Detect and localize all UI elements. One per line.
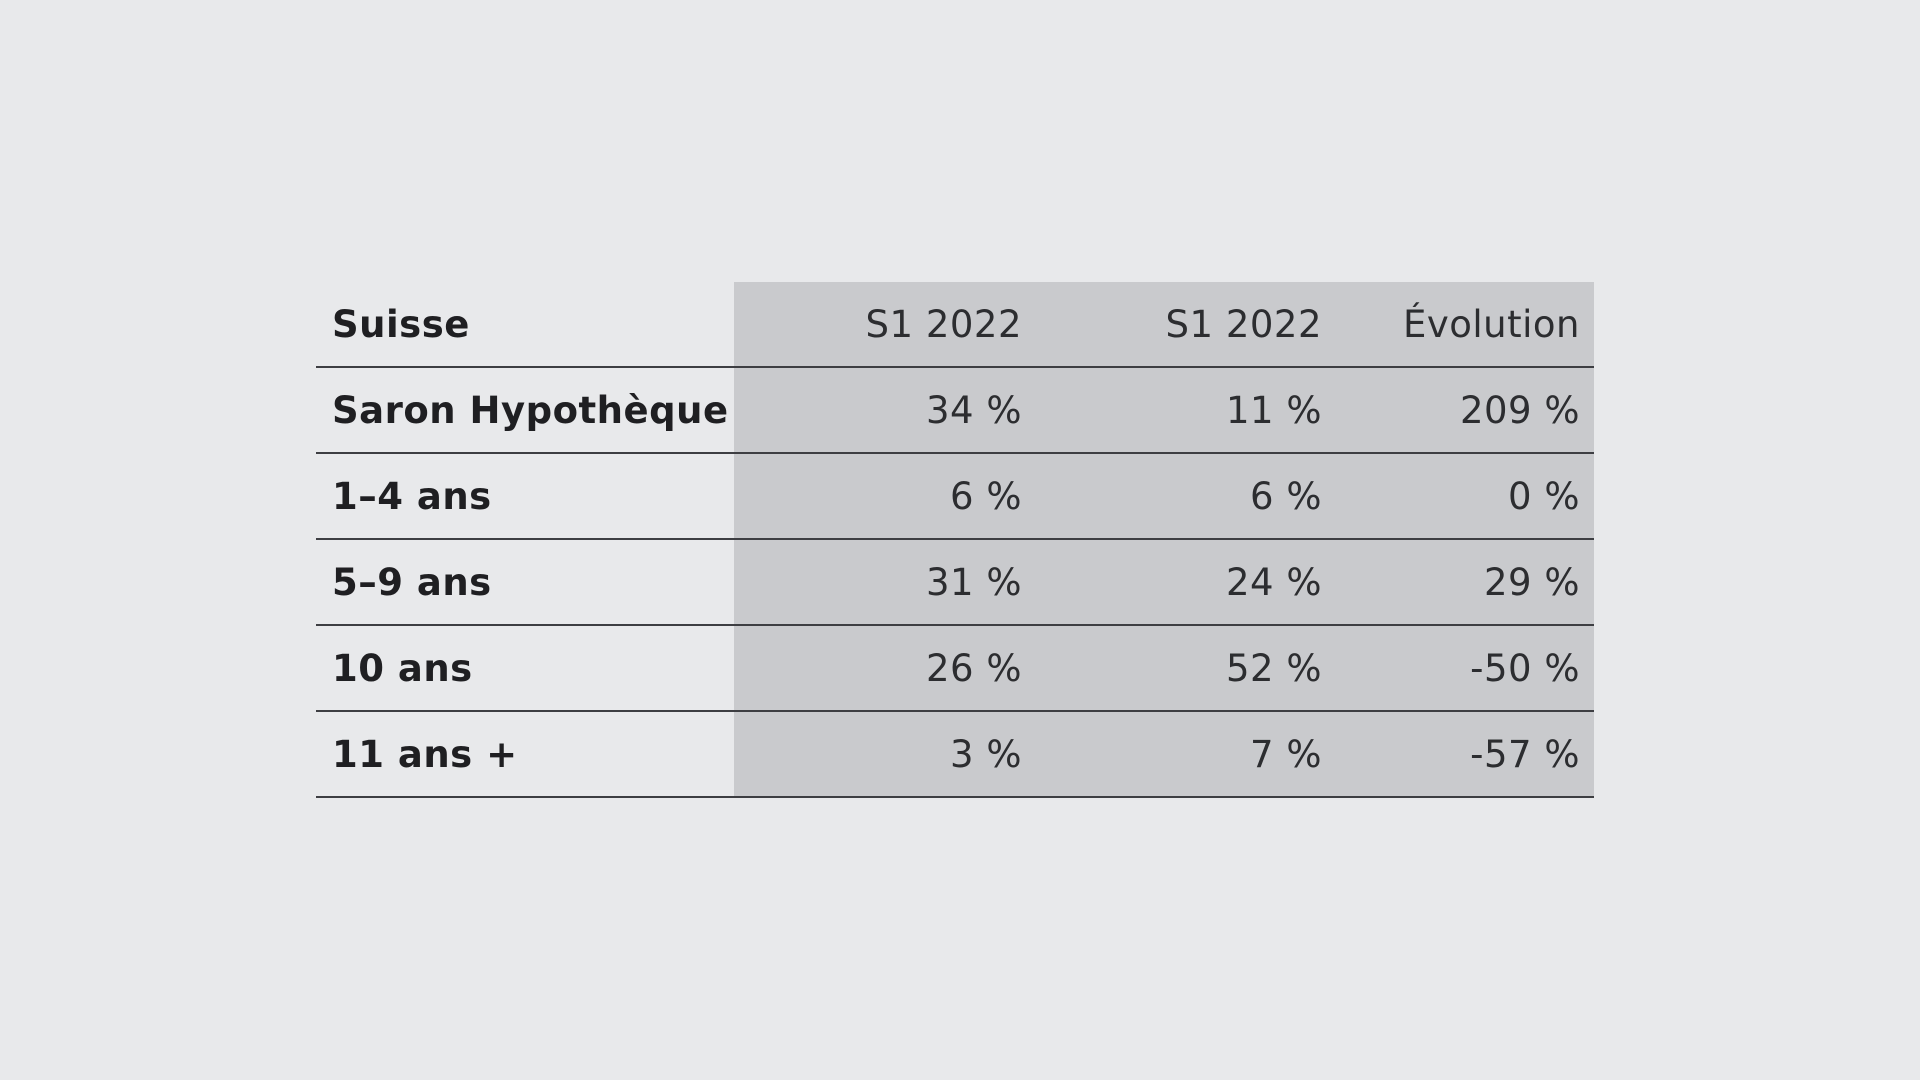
cell-value: 3 % xyxy=(734,711,1036,798)
cell-value: 29 % xyxy=(1336,539,1594,626)
row-label: 10 ans xyxy=(316,625,734,712)
table-row: 11 ans + 3 % 7 % -57 % xyxy=(316,711,1594,798)
cell-value: -50 % xyxy=(1336,625,1594,712)
cell-value: 26 % xyxy=(734,625,1036,712)
cell-value: 0 % xyxy=(1336,453,1594,540)
row-label: 5–9 ans xyxy=(316,539,734,626)
cell-value: 7 % xyxy=(1036,711,1336,798)
row-label: 11 ans + xyxy=(316,711,734,798)
cell-value: -57 % xyxy=(1336,711,1594,798)
header-evolution: Évolution xyxy=(1336,282,1594,368)
header-s1-2022-b: S1 2022 xyxy=(1036,282,1336,368)
table-row: 5–9 ans 31 % 24 % 29 % xyxy=(316,539,1594,626)
cell-value: 6 % xyxy=(734,453,1036,540)
cell-value: 24 % xyxy=(1036,539,1336,626)
row-label: Saron Hypothèque xyxy=(316,367,734,454)
cell-value: 34 % xyxy=(734,367,1036,454)
cell-value: 11 % xyxy=(1036,367,1336,454)
cell-value: 52 % xyxy=(1036,625,1336,712)
table-row: 1–4 ans 6 % 6 % 0 % xyxy=(316,453,1594,540)
row-label: 1–4 ans xyxy=(316,453,734,540)
cell-value: 31 % xyxy=(734,539,1036,626)
table-row: Saron Hypothèque 34 % 11 % 209 % xyxy=(316,367,1594,454)
table-row: 10 ans 26 % 52 % -50 % xyxy=(316,625,1594,712)
table-header-row: Suisse S1 2022 S1 2022 Évolution xyxy=(316,282,1594,368)
cell-value: 209 % xyxy=(1336,367,1594,454)
header-s1-2022-a: S1 2022 xyxy=(734,282,1036,368)
header-suisse: Suisse xyxy=(316,282,734,368)
mortgage-table: Suisse S1 2022 S1 2022 Évolution Saron H… xyxy=(316,282,1594,798)
cell-value: 6 % xyxy=(1036,453,1336,540)
